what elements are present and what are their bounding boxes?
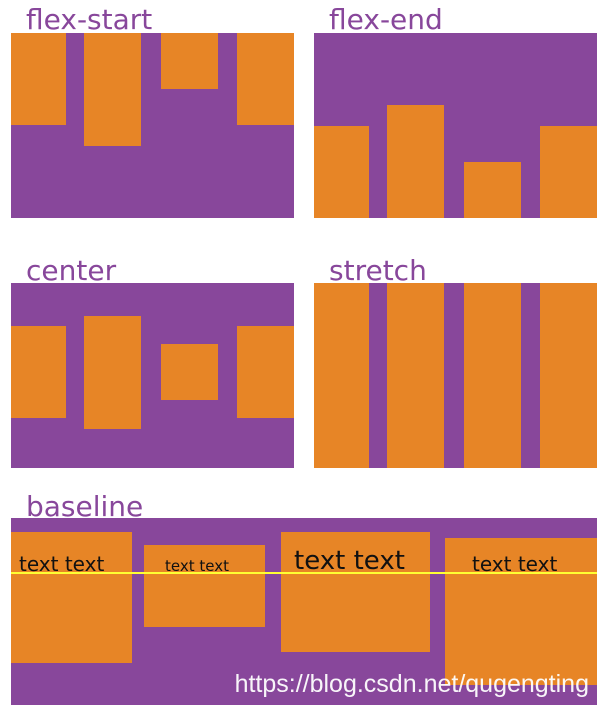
baseline-line — [11, 572, 597, 574]
title-stretch: stretch — [329, 254, 427, 287]
title-center: center — [26, 254, 117, 287]
container-baseline: text text text text text text text text — [11, 518, 597, 705]
item-2: text text — [144, 545, 265, 627]
item-1: text text — [11, 532, 132, 663]
item-1-text: text text — [19, 552, 105, 576]
item-1 — [314, 283, 369, 468]
title-flex-start: flex-start — [26, 3, 153, 36]
item-2-text: text text — [165, 557, 229, 575]
item-2 — [387, 283, 444, 468]
title-baseline: baseline — [26, 490, 144, 523]
item-3 — [464, 162, 521, 218]
item-3 — [161, 33, 218, 89]
watermark: https://blog.csdn.net/qugengting — [234, 670, 589, 698]
item-4 — [237, 326, 294, 418]
item-3 — [161, 344, 218, 400]
container-flex-end — [314, 33, 597, 218]
item-2 — [84, 33, 141, 146]
item-4 — [237, 33, 294, 125]
item-3 — [464, 283, 521, 468]
item-4: text text — [445, 538, 597, 685]
item-2 — [387, 105, 444, 218]
item-4 — [540, 283, 597, 468]
item-3: text text — [281, 532, 430, 652]
title-flex-end: flex-end — [329, 3, 443, 36]
item-2 — [84, 316, 141, 429]
item-3-text: text text — [294, 546, 405, 576]
item-1 — [11, 33, 66, 125]
item-1 — [314, 126, 369, 218]
item-4-text: text text — [472, 552, 558, 576]
container-center — [11, 283, 294, 468]
container-stretch — [314, 283, 597, 468]
container-flex-start — [11, 33, 294, 218]
item-1 — [11, 326, 66, 418]
item-4 — [540, 126, 597, 218]
